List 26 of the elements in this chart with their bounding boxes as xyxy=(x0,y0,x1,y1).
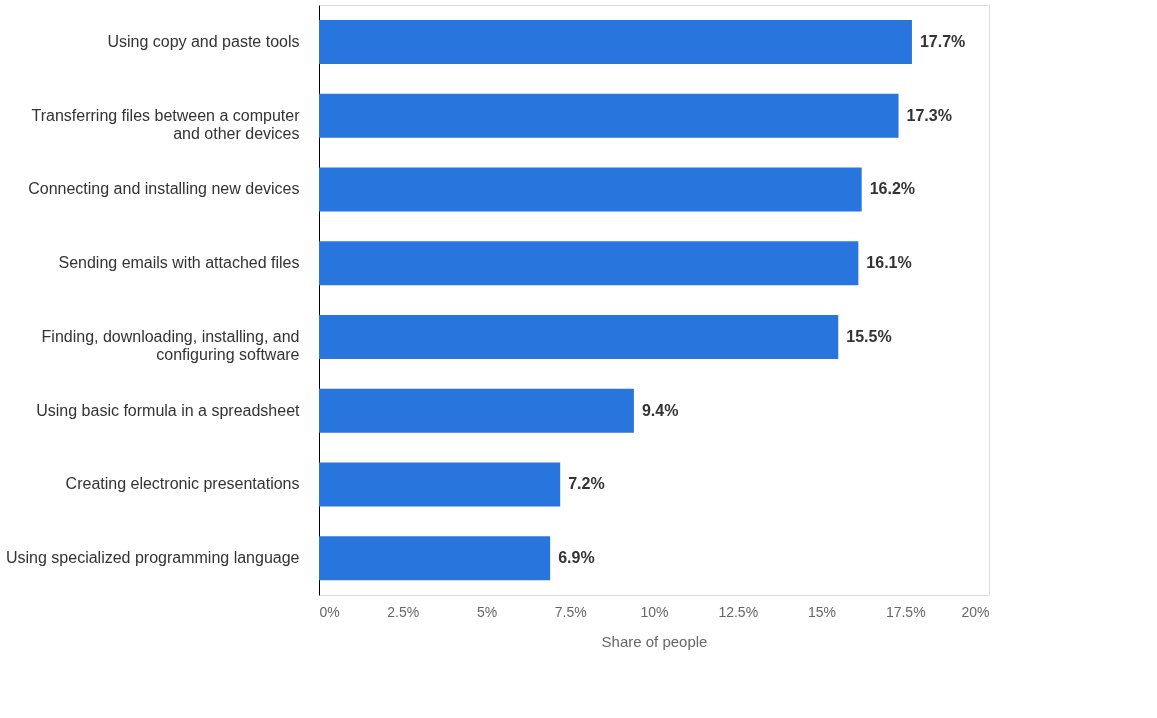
x-tick-label: 17.5% xyxy=(885,603,926,620)
x-tick-label: 12.5% xyxy=(718,603,759,620)
y-tick-label: Finding, downloading, installing, and configuring software xyxy=(41,327,300,363)
data-label: 16.1% xyxy=(866,254,912,272)
y-tick-label: Connecting and installing new devices xyxy=(28,180,300,198)
y-tick-label: Sending emails with attached files xyxy=(58,254,300,272)
y-tick-label: Creating electronic presentations xyxy=(65,475,300,493)
x-tick-label: 2.5% xyxy=(387,603,420,620)
x-axis-title: Share of people xyxy=(601,632,708,650)
x-tick-label: 0% xyxy=(319,603,340,620)
data-label: 7.2% xyxy=(568,475,605,493)
data-label: 17.7% xyxy=(919,32,966,50)
data-label: 9.4% xyxy=(641,401,679,419)
y-tick-label: Using copy and paste tools xyxy=(107,32,300,50)
x-tick-label: 5% xyxy=(476,603,498,620)
x-tick-label: 7.5% xyxy=(554,603,587,620)
y-tick-label: Using basic formula in a spreadsheet xyxy=(36,401,301,419)
x-tick-label: 20% xyxy=(961,603,990,620)
data-label: 15.5% xyxy=(846,327,892,345)
x-tick-label: 15% xyxy=(807,603,837,620)
x-tick-label: 10% xyxy=(640,603,669,620)
data-label: 6.9% xyxy=(558,549,595,567)
data-label: 17.3% xyxy=(906,106,952,124)
y-tick-label: Transferring files between a computer and other devices xyxy=(31,106,301,142)
y-tick-label: Using specialized programming language xyxy=(6,549,300,567)
data-label: 16.2% xyxy=(869,180,916,198)
